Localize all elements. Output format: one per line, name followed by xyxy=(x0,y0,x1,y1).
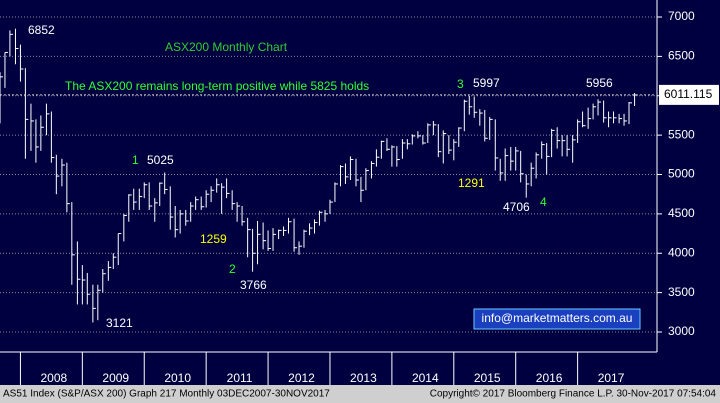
x-tick-label: 2015 xyxy=(474,371,501,385)
last-price-label: 6011.115 xyxy=(664,87,713,101)
annotation: 5997 xyxy=(473,76,500,90)
contact-box xyxy=(473,308,641,330)
x-tick-label: 2010 xyxy=(164,371,191,385)
annotation: 1291 xyxy=(458,176,485,190)
annotation: 1 xyxy=(132,153,139,167)
annotation: 2 xyxy=(229,262,236,276)
y-tick-label: 3500 xyxy=(668,285,695,299)
x-tick-label: 2013 xyxy=(350,371,377,385)
x-tick-label: 2014 xyxy=(412,371,439,385)
annotation: 1259 xyxy=(200,232,227,246)
footer-left: AS51 Index (S&P/ASX 200) Graph 217 Month… xyxy=(3,389,330,400)
annotation: 6852 xyxy=(28,23,55,37)
annotation: 3766 xyxy=(240,278,267,292)
y-tick-label: 5500 xyxy=(668,127,695,141)
footer-right: Copyright© 2017 Bloomberg Finance L.P. 3… xyxy=(430,389,717,400)
annotation: 4706 xyxy=(503,200,530,214)
y-tick-label: 4000 xyxy=(668,245,695,259)
y-tick-label: 7000 xyxy=(668,9,695,23)
y-tick-label: 4500 xyxy=(668,206,695,220)
last-price-box xyxy=(659,84,719,105)
footer-band xyxy=(0,385,720,403)
x-tick-label: 2017 xyxy=(598,371,625,385)
annotation: 4 xyxy=(540,195,547,209)
chart-title: ASX200 Monthly Chart xyxy=(165,40,288,54)
annotation: 5025 xyxy=(147,153,174,167)
annotation: 3121 xyxy=(106,316,133,330)
annotation: 3 xyxy=(457,77,464,91)
annotation: 5956 xyxy=(586,76,613,90)
x-tick-label: 2016 xyxy=(536,371,563,385)
x-tick-label: 2012 xyxy=(288,371,315,385)
y-tick-label: 6500 xyxy=(668,49,695,63)
contact: info@marketmatters.com.au xyxy=(482,311,633,325)
y-tick-label: 5000 xyxy=(668,167,695,181)
y-tick-label: 3000 xyxy=(668,324,695,338)
x-tick-label: 2009 xyxy=(102,371,129,385)
x-tick-label: 2008 xyxy=(41,371,68,385)
chart-subtitle: The ASX200 remains long-term positive wh… xyxy=(65,79,369,93)
x-tick-label: 2011 xyxy=(227,371,253,385)
